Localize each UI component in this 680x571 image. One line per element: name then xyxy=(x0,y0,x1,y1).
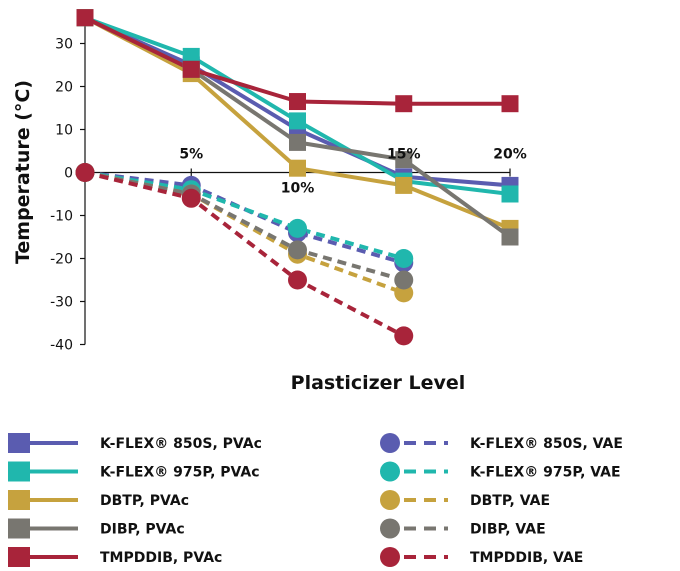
data-point xyxy=(289,159,306,177)
legend-item: DBTP, PVAc xyxy=(8,490,189,510)
y-axis-title: Temperature (°C) xyxy=(12,80,34,264)
legend-marker xyxy=(8,518,30,539)
x-tick-label: 20% xyxy=(493,147,527,163)
legend-item: DIBP, PVAc xyxy=(8,518,185,539)
label-layer: 30 20 10 0 -10 -20 -30 -40 5% 10% 15% 20% xyxy=(50,37,527,354)
data-point xyxy=(501,95,519,113)
y-tick-label: 20 xyxy=(55,80,73,96)
legend-marker xyxy=(8,461,30,482)
x-axis-title: Plasticizer Level xyxy=(291,372,466,394)
y-tick-label: -20 xyxy=(50,252,73,268)
legend-marker xyxy=(8,433,30,453)
legend-item: K-FLEX® 850S, PVAc xyxy=(8,433,262,453)
legend-label: K-FLEX® 850S, VAE xyxy=(470,436,623,452)
data-point xyxy=(395,176,413,194)
data-point xyxy=(288,240,307,260)
legend-item: K-FLEX® 850S, VAE xyxy=(380,433,623,453)
y-tick-label: -40 xyxy=(50,338,73,354)
data-point xyxy=(289,93,306,111)
data-point xyxy=(395,151,413,169)
y-tick-label: 0 xyxy=(64,166,73,182)
legend-marker xyxy=(380,547,400,567)
legend-label: K-FLEX® 975P, VAE xyxy=(470,465,621,481)
legend-item: TMPDDIB, VAE xyxy=(380,547,583,567)
legend-label: DIBP, PVAc xyxy=(100,522,185,538)
data-point xyxy=(182,47,200,65)
y-tick-label: -10 xyxy=(50,209,73,225)
data-point xyxy=(501,185,519,203)
series-line-8 xyxy=(84,170,405,282)
y-tick-label: 10 xyxy=(55,123,73,139)
data-point xyxy=(394,249,414,268)
y-tick-label: 30 xyxy=(55,37,73,53)
data-point xyxy=(394,326,414,346)
data-point xyxy=(395,95,413,113)
data-point xyxy=(289,133,306,151)
data-point xyxy=(75,163,95,182)
x-tick-label: 10% xyxy=(281,181,315,197)
data-point xyxy=(289,112,306,130)
legend-label: K-FLEX® 975P, PVAc xyxy=(100,465,260,481)
data-point xyxy=(76,9,94,27)
data-point xyxy=(394,270,414,290)
legend-marker xyxy=(380,490,400,510)
legend-label: TMPDDIB, PVAc xyxy=(100,550,222,566)
x-tick-label: 15% xyxy=(387,147,421,163)
legend-label: DBTP, VAE xyxy=(470,493,550,509)
data-point xyxy=(288,270,307,290)
legend-item: TMPDDIB, PVAc xyxy=(8,547,222,567)
y-tick-label: -30 xyxy=(50,295,73,311)
marker-layer xyxy=(75,9,519,346)
x-tick-label: 5% xyxy=(179,147,203,163)
legend-marker xyxy=(8,490,30,510)
legend-label: DBTP, PVAc xyxy=(100,493,189,509)
series-line-7 xyxy=(84,170,405,295)
data-point xyxy=(288,218,307,238)
legend-item: DBTP, VAE xyxy=(380,490,550,510)
series-line-4 xyxy=(84,15,510,106)
data-point xyxy=(182,60,200,78)
series-line-9 xyxy=(84,170,405,338)
legend-marker xyxy=(380,433,400,453)
legend-label: DIBP, VAE xyxy=(470,522,546,538)
legend-item: DIBP, VAE xyxy=(380,518,546,539)
legend-label: TMPDDIB, VAE xyxy=(470,550,583,566)
legend-marker xyxy=(380,518,400,539)
legend-item: K-FLEX® 975P, VAE xyxy=(380,461,621,482)
legend-item: K-FLEX® 975P, PVAc xyxy=(8,461,260,482)
legend-marker xyxy=(380,461,400,482)
legend-label: K-FLEX® 850S, PVAc xyxy=(100,436,262,452)
legend: K-FLEX® 850S, PVAc K-FLEX® 975P, PVAc DBTP… xyxy=(8,433,623,567)
legend-marker xyxy=(8,547,30,567)
series-line-6 xyxy=(84,170,405,261)
series-line-5 xyxy=(84,170,405,265)
data-point xyxy=(501,228,519,246)
data-point xyxy=(181,188,201,208)
